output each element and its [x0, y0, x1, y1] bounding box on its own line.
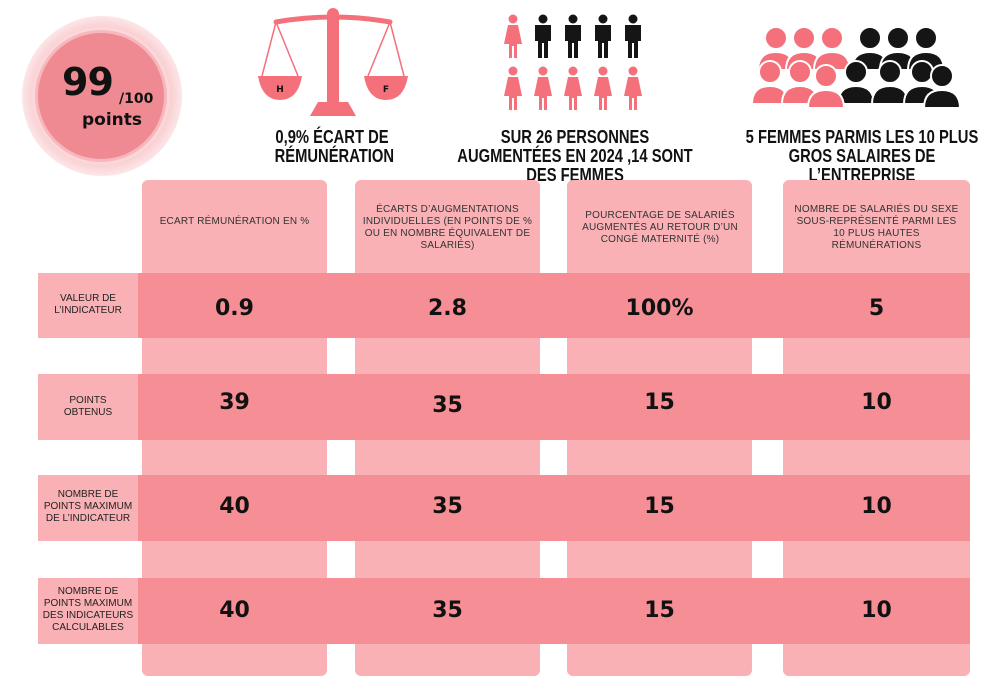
column-header: ÉCARTS D’AUGMENTATIONS INDIVIDUELLES (EN… [362, 204, 533, 251]
man-icon [535, 14, 551, 58]
table-row [38, 475, 970, 541]
woman-icon [624, 66, 642, 110]
scale-right-label: F [383, 85, 389, 95]
table-cell: 5 [868, 296, 885, 321]
woman-icon [594, 66, 612, 110]
scale-left-label: H [276, 85, 284, 95]
table-cell: 10 [861, 598, 892, 623]
people-icon [504, 14, 642, 110]
headline-ecart: 0,9% ÉCART DE RÉMUNÉRATION [274, 127, 395, 166]
man-icon [625, 14, 641, 58]
row-label: NOMBRE DE POINTS MAXIMUM DE L’INDICATEUR [43, 489, 133, 524]
table-cell: 40 [219, 494, 250, 519]
table-cell: 15 [644, 494, 675, 519]
headline-augmentes: SUR 26 PERSONNES AUGMENTÉES EN 2024 ,14 … [457, 127, 693, 185]
woman-icon [564, 66, 582, 110]
headline-salaires: 5 FEMMES PARMIS LES 10 PLUS GROS SALAIRE… [745, 127, 979, 185]
row-label: NOMBRE DE POINTS MAXIMUM DES INDICATEURS… [42, 586, 134, 633]
table-row [38, 374, 970, 440]
score-unit: points [82, 110, 143, 130]
row-label-cell [38, 578, 138, 644]
table-cell: 39 [219, 390, 250, 415]
woman-icon [504, 66, 522, 110]
column-header: ECART RÉMUNÉRATION EN % [159, 216, 310, 227]
row-label: POINTS OBTENUS [63, 395, 113, 418]
table-cell: 10 [861, 494, 892, 519]
table-row [38, 578, 970, 644]
score-max: /100 [119, 91, 154, 107]
group-icon [752, 26, 961, 109]
row-label: VALEUR DE L’INDICATEUR [54, 293, 122, 316]
man-icon [565, 14, 581, 58]
man-icon [595, 14, 611, 58]
table-cell: 35 [432, 393, 463, 418]
row-label-cell [38, 273, 138, 338]
column-header: NOMBRE DE SALARIÉS DU SEXE SOUS-REPRÉSEN… [794, 204, 959, 251]
table-cell: 15 [644, 598, 675, 623]
score-badge [38, 33, 164, 159]
table-cell: 10 [861, 390, 892, 415]
woman-icon [534, 66, 552, 110]
table-cell: 0.9 [215, 296, 254, 321]
woman-icon [504, 14, 522, 58]
table-cell: 2.8 [428, 296, 467, 321]
row-label-cell [38, 475, 138, 541]
row-label-cell [38, 374, 138, 440]
table-cell: 40 [219, 598, 250, 623]
table-row [38, 273, 970, 338]
table-cell: 35 [432, 494, 463, 519]
table-cell: 15 [644, 390, 675, 415]
scales-icon: H F [258, 8, 408, 116]
column-header: POURCENTAGE DE SALARIÉS AUGMENTÉS AU RET… [582, 210, 738, 245]
table-cell: 100% [625, 296, 694, 321]
score-value: 99 [62, 60, 114, 104]
table-cell: 35 [432, 598, 463, 623]
